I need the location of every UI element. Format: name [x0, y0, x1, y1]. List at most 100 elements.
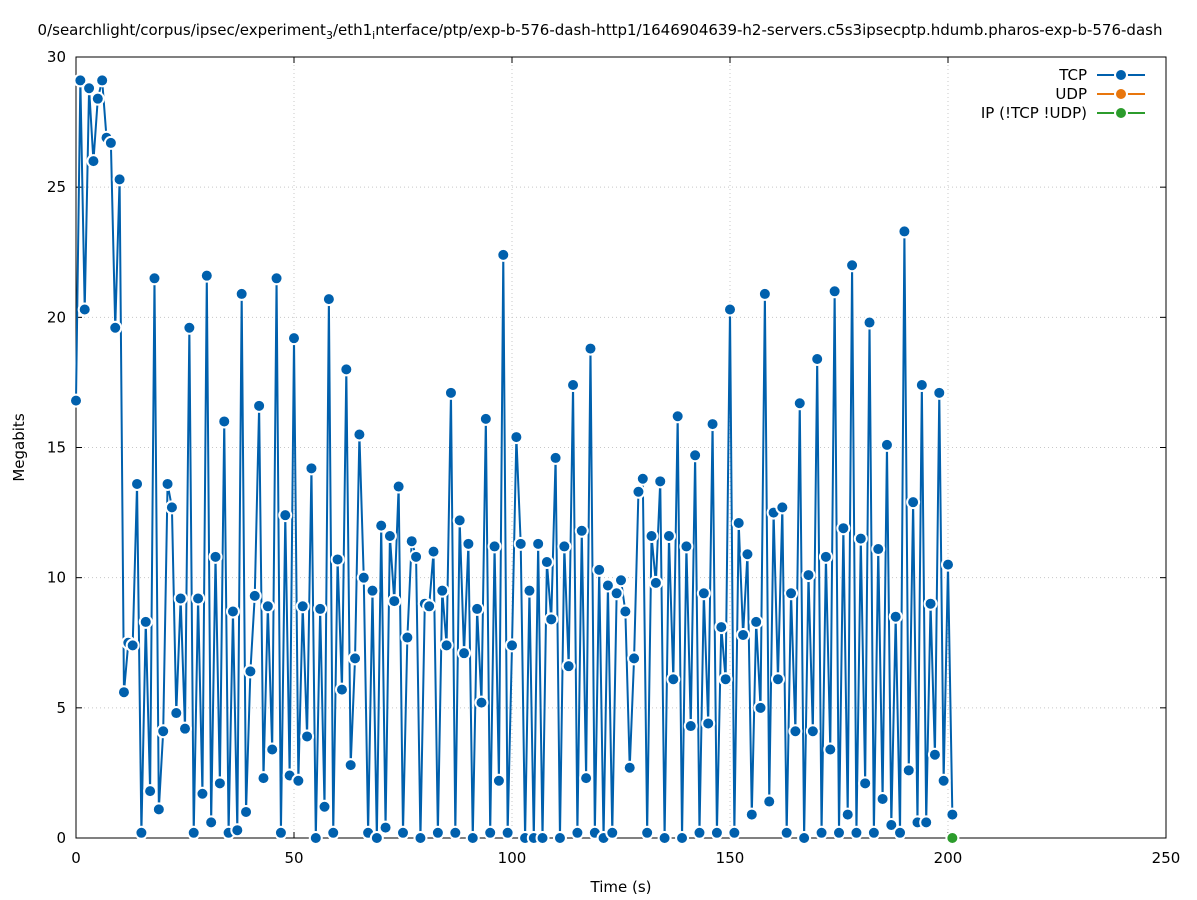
data-point: [457, 646, 472, 661]
title-part-1: 0/searchlight/corpus/ipsec/experiment: [38, 21, 327, 39]
data-point: [792, 396, 807, 411]
data-point: [906, 495, 921, 510]
data-point: [470, 601, 485, 616]
legend-label: IP (!TCP !UDP): [981, 104, 1087, 122]
data-point: [622, 760, 637, 775]
x-tick-labels: 0 50 100 150 200 250: [71, 849, 1180, 867]
data-point: [73, 73, 88, 88]
data-point: [845, 258, 860, 273]
data-point: [413, 831, 428, 845]
data-point: [557, 539, 572, 554]
data-point: [448, 825, 463, 840]
data-point: [295, 599, 310, 614]
data-point: [134, 825, 149, 840]
y-tick-label: 15: [47, 439, 66, 457]
data-point: [191, 591, 206, 606]
data-point: [627, 651, 642, 666]
title-part-2: /eth1: [333, 21, 372, 39]
data-point: [77, 302, 92, 317]
data-point: [217, 414, 232, 429]
data-point: [818, 549, 833, 564]
series-points: [69, 73, 960, 845]
data-point: [239, 804, 254, 819]
data-point: [740, 547, 755, 562]
data-point: [352, 427, 367, 442]
data-point: [775, 500, 790, 515]
data-point: [888, 609, 903, 624]
data-point: [252, 398, 267, 413]
data-point: [483, 825, 498, 840]
data-point: [688, 448, 703, 463]
data-point: [897, 224, 912, 239]
data-point: [474, 695, 489, 710]
data-point: [827, 284, 842, 299]
data-point: [762, 794, 777, 809]
data-point: [779, 825, 794, 840]
data-point: [86, 154, 101, 169]
data-point: [736, 627, 751, 642]
data-point: [452, 513, 467, 528]
data-point: [204, 815, 219, 830]
data-point: [871, 542, 886, 557]
data-point: [256, 771, 271, 786]
data-point: [160, 476, 175, 491]
data-point: [805, 724, 820, 739]
data-point: [291, 773, 306, 788]
data-point: [304, 461, 319, 476]
data-point: [382, 529, 397, 544]
y-tick-label: 5: [56, 699, 66, 717]
data-point: [334, 682, 349, 697]
data-point: [701, 716, 716, 731]
data-point: [326, 825, 341, 840]
data-point: [683, 719, 698, 734]
data-point: [561, 659, 576, 674]
data-point: [832, 825, 846, 840]
data-point: [784, 586, 799, 601]
data-point: [544, 612, 559, 627]
data-point: [548, 450, 563, 465]
data-point: [186, 825, 201, 840]
data-point: [522, 583, 537, 598]
data-point: [749, 614, 764, 629]
data-point: [374, 518, 389, 533]
title-subscript-2: i: [372, 29, 375, 42]
data-point: [404, 534, 419, 549]
data-point: [143, 784, 158, 799]
data-point: [208, 549, 223, 564]
data-point: [487, 539, 502, 554]
data-point: [875, 791, 890, 806]
data-point: [164, 500, 179, 515]
data-point: [810, 351, 825, 366]
data-point: [103, 135, 118, 150]
data-point: [426, 544, 441, 559]
data-point: [478, 411, 493, 426]
x-tick-label: 200: [934, 849, 963, 867]
data-point: [116, 685, 131, 700]
data-point: [90, 91, 105, 106]
data-point: [670, 409, 685, 424]
data-point: [265, 742, 280, 757]
data-point: [814, 825, 829, 840]
data-point: [579, 771, 594, 786]
data-point: [317, 799, 332, 814]
data-point: [496, 247, 511, 262]
data-point: [156, 724, 171, 739]
data-point: [840, 807, 855, 822]
data-point: [600, 578, 615, 593]
plot-frame: [75, 56, 1167, 839]
data-point: [635, 471, 650, 486]
data-point: [443, 385, 458, 400]
data-point: [300, 729, 315, 744]
data-point: [147, 271, 162, 286]
data-point: [234, 286, 249, 301]
data-point: [744, 807, 759, 822]
data-point: [836, 521, 851, 536]
data-point: [675, 831, 690, 845]
legend-swatch-marker: [1114, 87, 1128, 101]
data-point: [666, 672, 681, 687]
data-point: [491, 773, 506, 788]
data-point: [178, 721, 192, 736]
data-point: [618, 604, 633, 619]
data-point: [343, 758, 358, 773]
